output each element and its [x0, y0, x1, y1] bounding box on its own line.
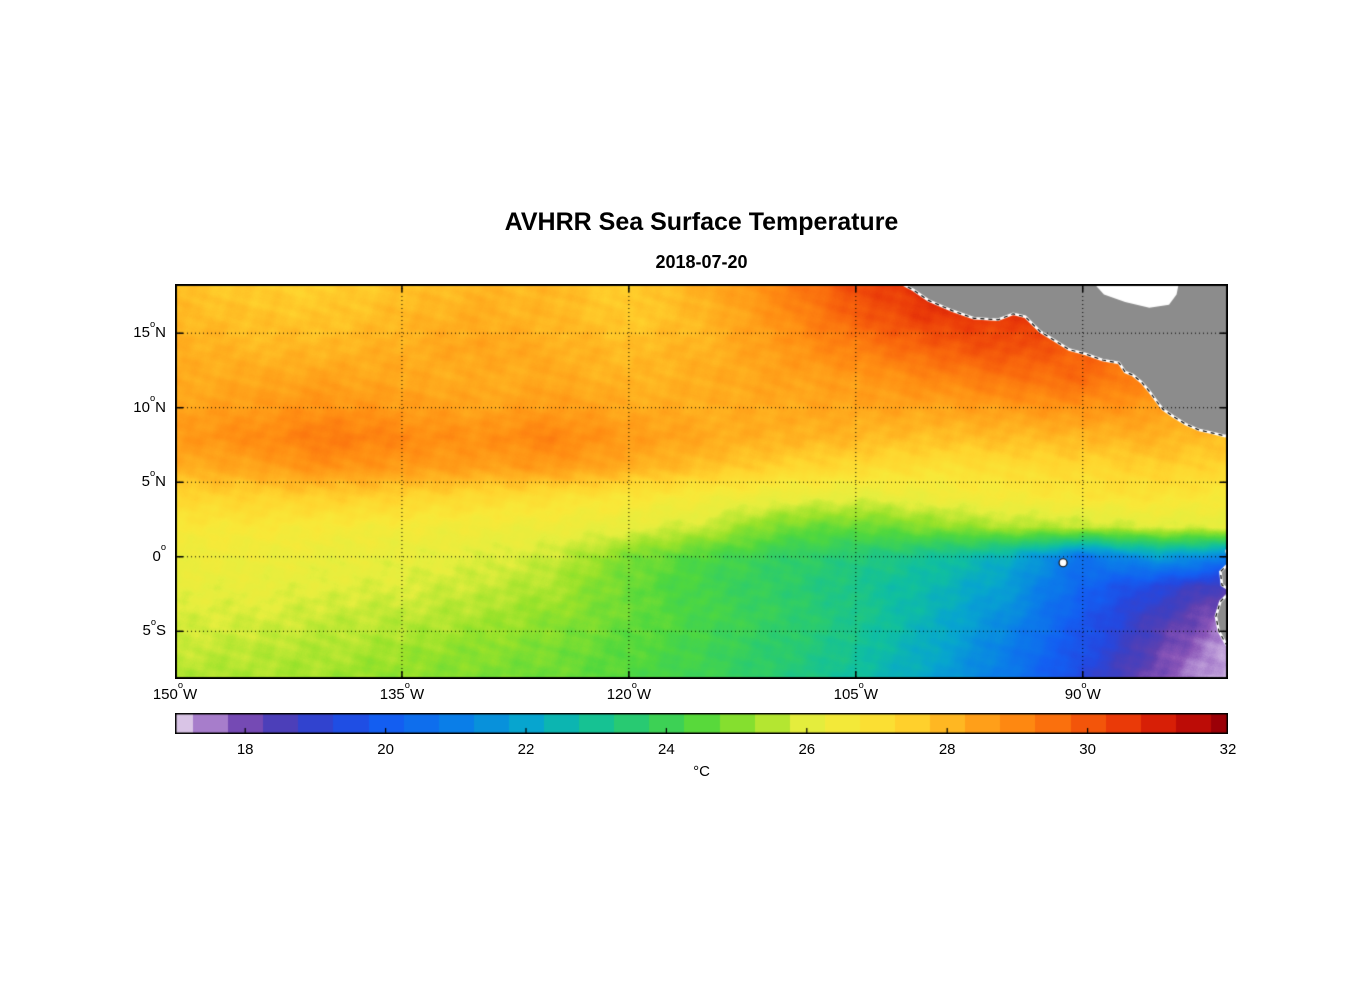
- colorbar-tick-label: 20: [377, 741, 394, 758]
- sst-map-canvas: [175, 284, 1228, 679]
- y-tick-label: 5oN: [141, 467, 166, 491]
- colorbar-tick-label: 26: [798, 741, 816, 758]
- x-tick-label: 120oW: [606, 680, 652, 703]
- colorbar-tick-label: 28: [938, 741, 956, 758]
- x-tick-label: 135oW: [379, 680, 425, 703]
- x-tick-label: 150oW: [152, 680, 198, 703]
- colorbar-tick-label: 22: [517, 741, 535, 758]
- y-tick-label: 5oS: [142, 616, 166, 640]
- colorbar-unit-label: °C: [693, 763, 710, 780]
- chart-title: AVHRR Sea Surface Temperature: [504, 208, 899, 236]
- x-tick-label: 105oW: [833, 680, 878, 703]
- y-tick-label: 10oN: [133, 393, 166, 416]
- y-tick-label: 0o: [152, 542, 166, 565]
- colorbar-tick-label: 32: [1219, 741, 1237, 758]
- colorbar-tick-label: 30: [1079, 741, 1096, 758]
- colorbar-tick-label: 18: [236, 741, 254, 758]
- x-tick-label: 90oW: [1064, 680, 1101, 703]
- chart-date: 2018-07-20: [655, 252, 748, 272]
- colorbar-canvas: [175, 713, 1228, 734]
- y-tick-label: 15oN: [133, 318, 166, 342]
- colorbar-tick-label: 24: [658, 741, 675, 758]
